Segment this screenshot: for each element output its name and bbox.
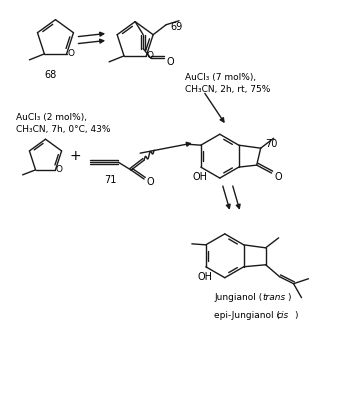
Text: +: +: [70, 149, 81, 163]
Text: cis: cis: [276, 311, 289, 320]
Text: AuCl₃ (7 mol%),
CH₃CN, 2h, rt, 75%: AuCl₃ (7 mol%), CH₃CN, 2h, rt, 75%: [185, 74, 270, 94]
Text: O: O: [146, 177, 154, 187]
Text: O: O: [56, 165, 63, 174]
Text: O: O: [147, 51, 154, 60]
Text: AuCl₃ (2 mol%),
CH₃CN, 7h, 0°C, 43%: AuCl₃ (2 mol%), CH₃CN, 7h, 0°C, 43%: [16, 113, 110, 134]
Text: Jungianol (: Jungianol (: [215, 293, 263, 302]
Text: 71: 71: [104, 175, 116, 185]
Text: O: O: [166, 57, 174, 68]
Text: ): ): [295, 311, 298, 320]
Text: epi-Jungianol (: epi-Jungianol (: [214, 311, 280, 320]
Text: trans: trans: [263, 293, 286, 302]
Text: OH: OH: [192, 172, 207, 182]
Text: OH: OH: [197, 272, 212, 282]
Text: O: O: [67, 49, 74, 59]
Text: O: O: [275, 172, 282, 182]
Text: ): ): [287, 293, 291, 302]
Text: 70: 70: [265, 139, 278, 149]
Text: 68: 68: [44, 70, 57, 80]
Text: 69: 69: [171, 21, 183, 31]
